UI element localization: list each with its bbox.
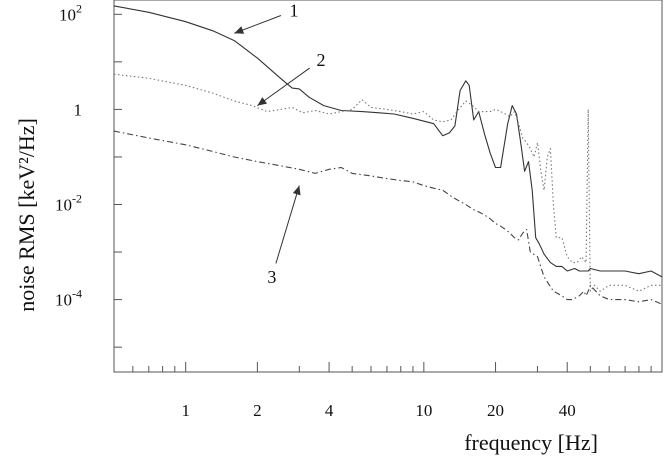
x-tick-label: 10 <box>415 401 432 420</box>
curve-label-1: 1 <box>290 1 299 21</box>
y-tick-base: 1 <box>74 100 83 119</box>
x-tick-label: 40 <box>559 401 576 420</box>
x-tick-label: 1 <box>181 401 190 420</box>
annotation-arrow-head <box>257 97 268 106</box>
x-axis-title: frequency [Hz] <box>464 430 598 455</box>
x-tick-label: 4 <box>325 401 334 420</box>
y-tick-base: 10 <box>55 291 72 310</box>
series-line-2 <box>113 73 662 292</box>
curve-label-3: 3 <box>267 267 276 287</box>
plot-frame <box>113 0 663 373</box>
x-tick-label: 20 <box>487 401 504 420</box>
y-tick-label: 1 <box>74 100 83 119</box>
y-tick-exponent: 2 <box>76 1 82 15</box>
y-tick-exponent: -2 <box>72 191 82 205</box>
annotation-arrow-line <box>275 185 300 264</box>
y-axis-title: noise RMS [keV²/Hz] <box>14 118 39 312</box>
y-tick-label: 102 <box>59 1 82 24</box>
curve-label-2: 2 <box>317 50 326 70</box>
series-line-3 <box>113 130 663 305</box>
x-tick-label: 2 <box>253 401 262 420</box>
annotation-arrow-line <box>257 67 310 107</box>
y-tick-label: 10-2 <box>55 191 82 214</box>
y-tick-base: 10 <box>59 5 76 24</box>
annotations: 1 2 3 <box>234 1 326 287</box>
series-layer <box>113 5 663 305</box>
annotation-arrow-head <box>234 26 245 34</box>
y-tick-base: 10 <box>55 195 72 214</box>
annotation-arrow-head <box>292 185 301 196</box>
x-axis-ticks: 1 2 4 10 20 40 <box>113 362 663 420</box>
series-line-1 <box>113 5 663 278</box>
y-tick-exponent: -4 <box>72 287 82 301</box>
y-tick-label: 10-4 <box>55 287 82 310</box>
